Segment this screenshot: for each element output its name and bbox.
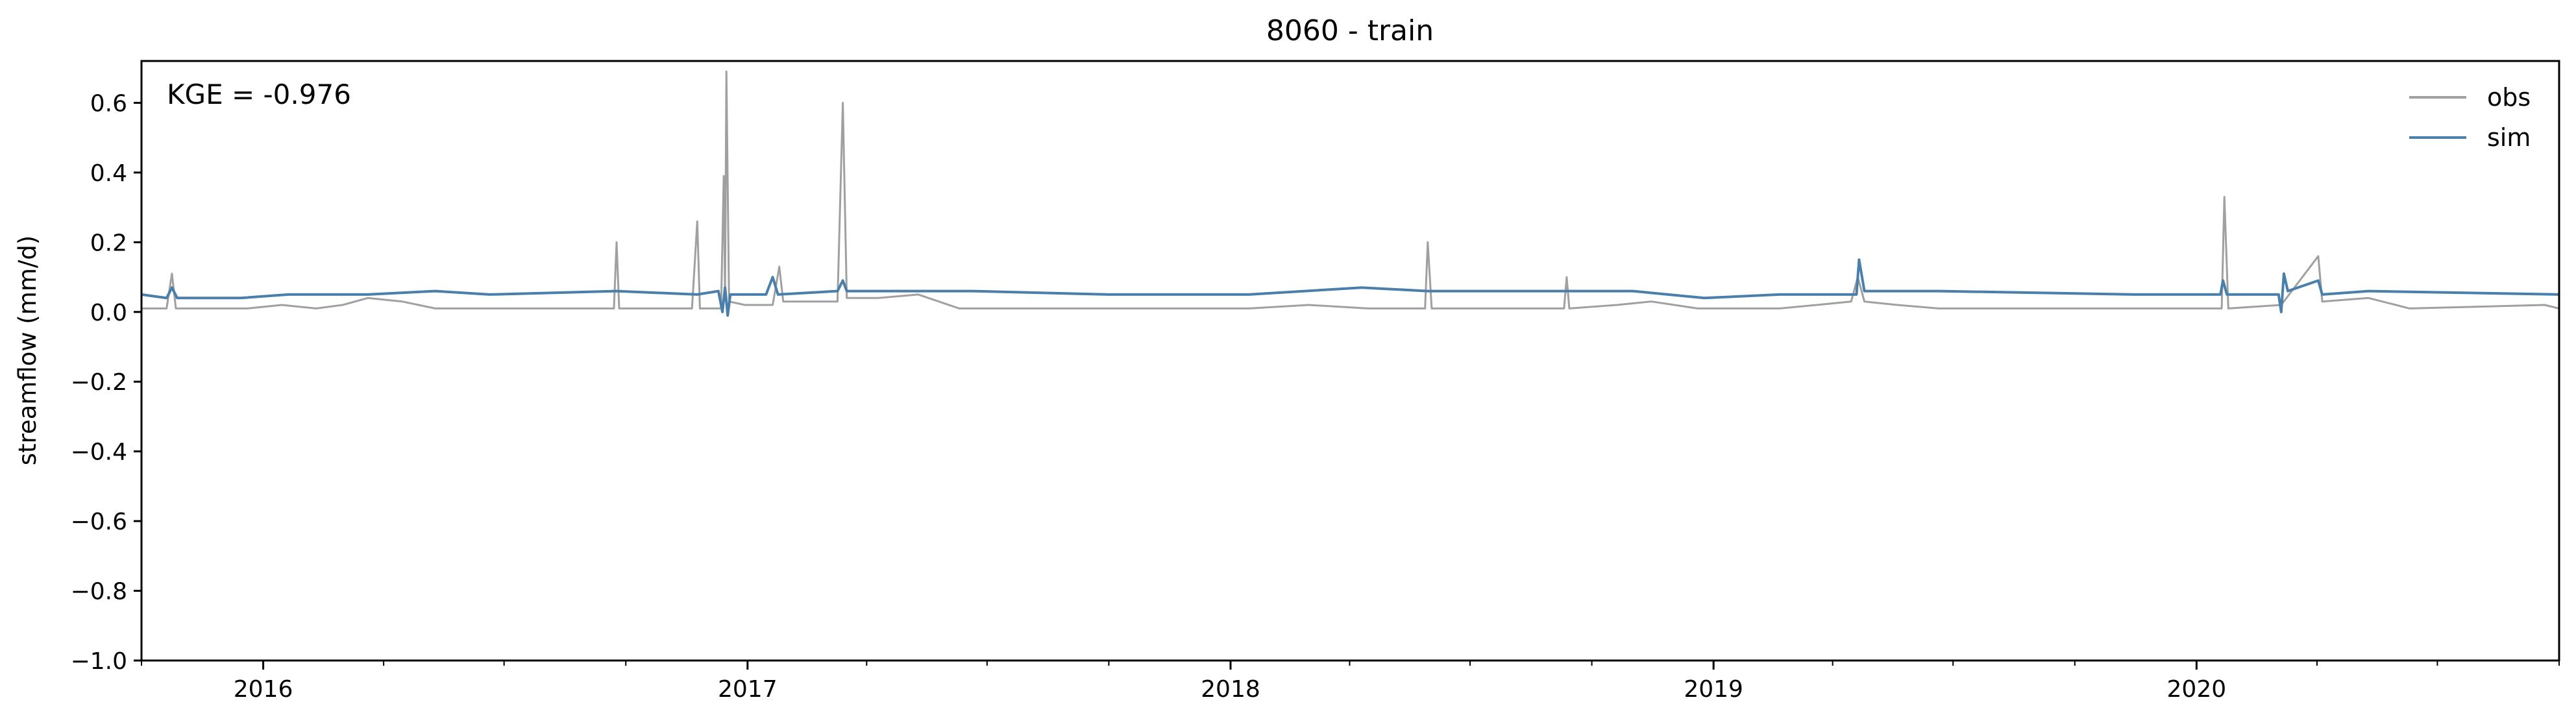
legend: obs sim <box>2409 83 2531 152</box>
y-tick-label: −0.6 <box>71 509 127 535</box>
y-tick-label: 0.4 <box>90 160 127 187</box>
y-tick-label: −1.0 <box>71 648 127 675</box>
legend-label-sim: sim <box>2487 123 2531 152</box>
x-tick-label: 2019 <box>1684 676 1743 703</box>
y-tick-label: 0.0 <box>90 300 127 326</box>
y-tick-label: 0.6 <box>90 90 127 117</box>
series-line-obs <box>141 70 2560 309</box>
kge-annotation: KGE = -0.976 <box>167 79 351 110</box>
y-axis-label: streamflow (mm/d) <box>14 236 42 466</box>
plot-area: 0.6 0.4 0.2 0.0 −0.2 −0.4 −0.6 −0.8 −1.0 2016 2017… <box>71 70 2560 703</box>
y-tick-label: −0.8 <box>71 579 127 605</box>
x-tick-label: 2017 <box>718 676 778 703</box>
plot-frame <box>140 60 2560 662</box>
x-tick-label: 2016 <box>234 676 293 703</box>
y-tick-label: 0.2 <box>90 230 127 256</box>
chart-title: 8060 - train <box>1266 14 1434 47</box>
y-tick-label: −0.2 <box>71 369 127 396</box>
y-tick-label: −0.4 <box>71 439 127 466</box>
series-line-sim <box>141 258 2560 317</box>
x-tick-label: 2018 <box>1201 676 1260 703</box>
legend-label-obs: obs <box>2487 83 2531 112</box>
x-tick-label: 2020 <box>2167 676 2227 703</box>
